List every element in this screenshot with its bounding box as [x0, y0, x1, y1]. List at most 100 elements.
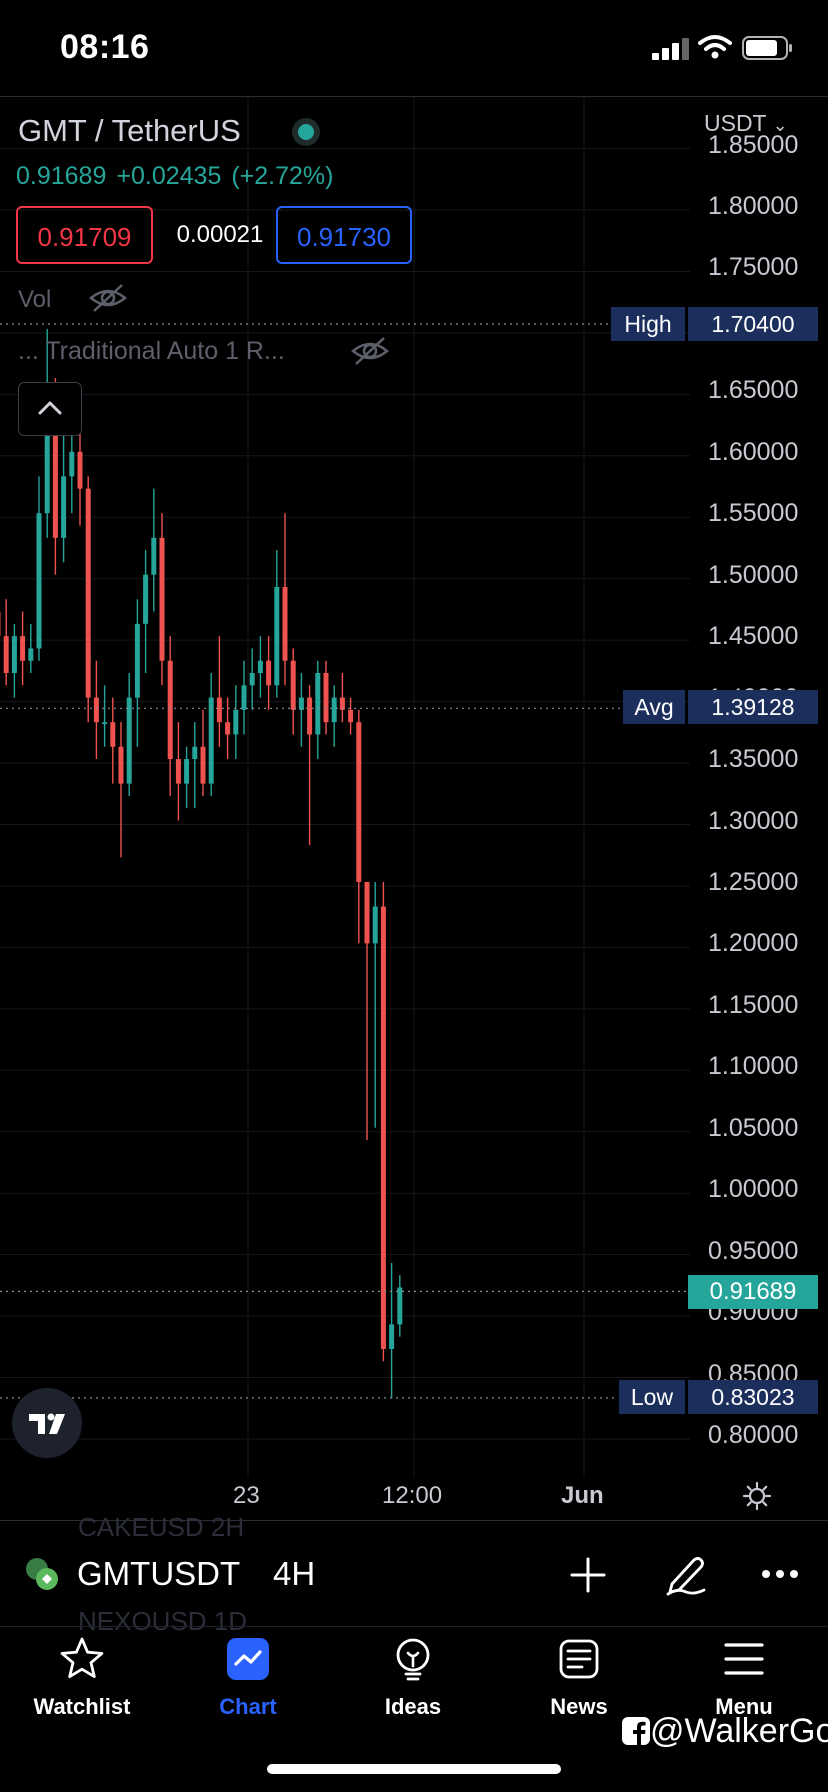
- candle: [36, 476, 42, 661]
- avg-value: 1.39128: [688, 690, 818, 724]
- price-tick: 0.95000: [708, 1236, 799, 1265]
- price-tick: 1.00000: [708, 1175, 799, 1204]
- price-change: +0.02435: [116, 162, 222, 190]
- candle: [282, 513, 288, 686]
- sell-price-button[interactable]: 0.91709: [16, 206, 153, 264]
- candle: [200, 709, 206, 796]
- menu-icon: [724, 1643, 764, 1675]
- candle: [159, 513, 165, 686]
- candle: [192, 722, 198, 809]
- price-tick: 1.60000: [708, 437, 799, 466]
- ghost-list-item: NEXOUSD 1D: [78, 1606, 248, 1636]
- eye-slash-icon[interactable]: [88, 282, 128, 314]
- ghost-list-item: CAKEUSD 2H: [78, 1512, 245, 1542]
- chart-icon: [227, 1638, 269, 1680]
- volume-indicator-label[interactable]: Vol: [18, 286, 52, 313]
- nav-ideas[interactable]: Ideas: [331, 1636, 495, 1746]
- grid: [0, 97, 690, 1477]
- price-tick: 1.10000: [708, 1052, 799, 1081]
- candle: [208, 673, 214, 796]
- candle: [298, 673, 304, 747]
- watermark-text: @WalkerGo: [650, 1712, 828, 1750]
- candle: [356, 709, 362, 944]
- star-icon: [60, 1637, 104, 1678]
- price-tick: 1.20000: [708, 929, 799, 958]
- candle: [0, 611, 1, 637]
- header-divider: [0, 96, 828, 97]
- price-chart[interactable]: [0, 97, 828, 1520]
- price-change-line: 0.91689 +0.02435 (+2.72%): [16, 162, 343, 191]
- battery-icon: [742, 36, 792, 60]
- eye-slash-icon[interactable]: [350, 335, 390, 367]
- candle: [61, 427, 67, 563]
- price-tick: 1.85000: [708, 130, 799, 159]
- high-label: High: [611, 307, 685, 341]
- candle: [290, 648, 296, 735]
- collapse-legend-button[interactable]: [18, 382, 82, 436]
- candle: [389, 1262, 395, 1399]
- newspaper-icon: [559, 1639, 599, 1679]
- plus-icon[interactable]: [568, 1555, 608, 1595]
- home-indicator: [267, 1764, 561, 1774]
- nav-news[interactable]: News: [497, 1636, 661, 1746]
- high-tag: High 1.70400: [611, 307, 818, 341]
- candle: [11, 623, 17, 698]
- interval-selector[interactable]: 4H: [273, 1555, 316, 1592]
- nav-menu[interactable]: Menu: [662, 1636, 826, 1746]
- status-time: 08:16: [60, 28, 150, 66]
- chevron-up-icon: [38, 401, 62, 415]
- candle: [315, 660, 321, 760]
- candle: [93, 660, 99, 760]
- time-tick: 23: [233, 1482, 260, 1509]
- time-tick: Jun: [561, 1482, 604, 1509]
- symbol-name[interactable]: GMTUSDT: [77, 1555, 241, 1592]
- candle: [167, 636, 173, 796]
- nav-label: Menu: [715, 1694, 773, 1719]
- nav-chart[interactable]: Chart: [166, 1636, 330, 1746]
- candle: [339, 673, 345, 723]
- pen-icon[interactable]: [664, 1552, 708, 1596]
- candle: [143, 550, 149, 674]
- tradingview-logo[interactable]: [12, 1388, 82, 1458]
- nav-watchlist[interactable]: Watchlist: [0, 1636, 164, 1746]
- avg-tag: Avg 1.39128: [623, 690, 818, 724]
- low-value: 0.83023: [688, 1380, 818, 1414]
- indicator-label[interactable]: ... Traditional Auto 1 R...: [18, 337, 285, 365]
- more-icon[interactable]: [760, 1564, 800, 1584]
- price-tick: 1.80000: [708, 192, 799, 220]
- price-tick: 1.30000: [708, 806, 799, 835]
- candle: [364, 881, 370, 1141]
- nav-label: Watchlist: [33, 1694, 131, 1719]
- candle: [175, 722, 181, 821]
- watermark: @WalkerGo: [622, 1712, 828, 1751]
- candle: [323, 660, 329, 735]
- price-tick: 0.80000: [708, 1421, 799, 1449]
- chart-settings-icon[interactable]: [742, 1481, 772, 1511]
- candle: [274, 550, 280, 698]
- candle: [241, 660, 247, 735]
- candle: [380, 881, 386, 1362]
- candle: [20, 611, 26, 686]
- candle: [331, 685, 337, 747]
- candle: [233, 685, 239, 760]
- nav-label: Chart: [219, 1694, 277, 1719]
- market-open-indicator: [292, 118, 320, 146]
- price-tick: 1.45000: [708, 622, 799, 651]
- buy-price-button[interactable]: 0.91730: [276, 206, 412, 264]
- currency-label: USDT: [704, 110, 767, 136]
- candle: [151, 488, 157, 612]
- lightbulb-icon: [396, 1638, 430, 1681]
- candle: [3, 599, 9, 686]
- tradingview-logo-icon: [29, 1413, 65, 1434]
- candle: [184, 746, 190, 809]
- candle: [118, 722, 124, 858]
- symbol-title[interactable]: GMT / TetherUS: [18, 113, 241, 148]
- currency-selector[interactable]: USDT ⌄: [704, 110, 788, 137]
- candle: [397, 1275, 403, 1337]
- current-price-tag: 0.91689: [688, 1275, 818, 1309]
- price-tick: 1.65000: [708, 376, 799, 405]
- candle: [134, 599, 140, 747]
- candle: [102, 685, 108, 747]
- facebook-icon: [622, 1717, 650, 1745]
- nav-label: News: [550, 1694, 608, 1719]
